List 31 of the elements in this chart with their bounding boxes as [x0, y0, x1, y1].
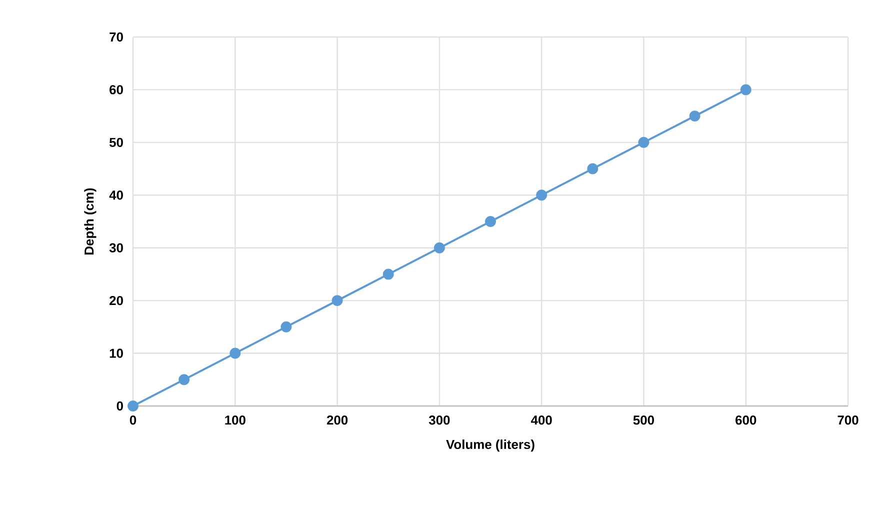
x-tick-label: 300	[428, 416, 450, 425]
y-tick-label: 0	[116, 401, 123, 411]
point	[434, 242, 445, 254]
x-tick-label: 600	[736, 416, 756, 425]
point	[485, 216, 496, 227]
point	[689, 110, 700, 122]
x-tick-label: 400	[530, 416, 552, 425]
x-tick-label: 0	[130, 416, 136, 425]
y-tick-label: 70	[110, 32, 123, 42]
y-tick-label: 20	[110, 296, 123, 306]
x-tick-label: 500	[633, 416, 654, 425]
point	[638, 136, 650, 148]
point	[740, 84, 752, 96]
point	[280, 321, 292, 332]
y-tick-label: 60	[110, 85, 123, 94]
point	[382, 268, 394, 280]
point	[536, 190, 548, 201]
y-axis-title: Depth (cm)	[84, 188, 96, 254]
x-axis-title: Volume (liters)	[446, 440, 534, 452]
point	[587, 163, 598, 174]
point	[178, 374, 190, 386]
point	[332, 295, 343, 306]
y-tick-label: 10	[110, 348, 123, 358]
point	[128, 400, 138, 412]
y-tick-label: 40	[109, 190, 123, 200]
y-tick-label: 30	[109, 243, 123, 252]
x-tick-label: 200	[326, 416, 348, 425]
y-tick-label: 50	[109, 138, 123, 147]
x-tick-label: 700	[838, 416, 858, 425]
x-tick-label: 100	[225, 416, 246, 425]
point	[230, 348, 241, 359]
